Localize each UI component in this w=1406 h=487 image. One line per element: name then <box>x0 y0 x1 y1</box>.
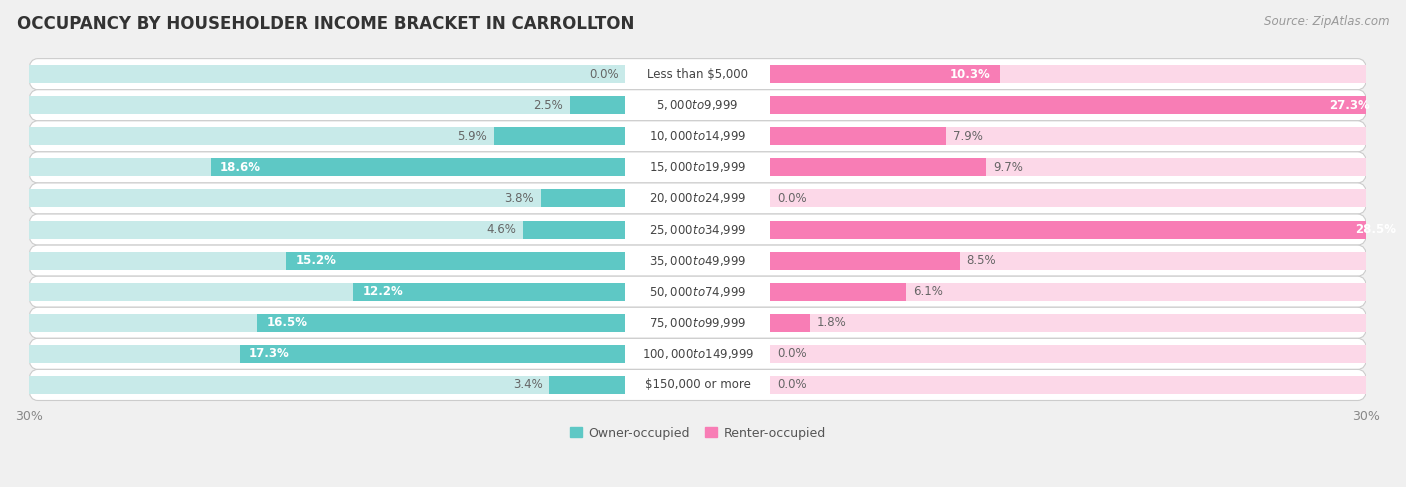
Text: $15,000 to $19,999: $15,000 to $19,999 <box>650 160 747 174</box>
Bar <box>30 376 626 394</box>
Text: 0.0%: 0.0% <box>778 378 807 392</box>
Bar <box>211 158 626 176</box>
Text: 10.3%: 10.3% <box>950 68 991 81</box>
Text: $25,000 to $34,999: $25,000 to $34,999 <box>650 223 747 237</box>
FancyBboxPatch shape <box>30 183 1367 214</box>
Text: 17.3%: 17.3% <box>249 347 290 360</box>
FancyBboxPatch shape <box>30 338 1367 370</box>
Text: $150,000 or more: $150,000 or more <box>645 378 751 392</box>
Text: 16.5%: 16.5% <box>266 316 308 329</box>
Bar <box>770 345 1367 363</box>
Bar <box>770 252 1367 270</box>
Bar <box>494 127 626 145</box>
Text: 0.0%: 0.0% <box>589 68 619 81</box>
Bar <box>770 158 1367 176</box>
Text: 0.0%: 0.0% <box>778 192 807 205</box>
Bar <box>770 221 1367 239</box>
Text: OCCUPANCY BY HOUSEHOLDER INCOME BRACKET IN CARROLLTON: OCCUPANCY BY HOUSEHOLDER INCOME BRACKET … <box>17 15 634 33</box>
Bar <box>287 252 626 270</box>
Bar <box>30 96 626 114</box>
Bar <box>30 314 626 332</box>
Bar <box>30 345 626 363</box>
Bar <box>353 282 626 301</box>
Bar <box>30 282 626 301</box>
Legend: Owner-occupied, Renter-occupied: Owner-occupied, Renter-occupied <box>565 422 831 445</box>
FancyBboxPatch shape <box>30 214 1367 245</box>
Bar <box>30 221 626 239</box>
Bar <box>770 96 1379 114</box>
Text: $20,000 to $24,999: $20,000 to $24,999 <box>650 191 747 206</box>
Text: 5.9%: 5.9% <box>457 130 486 143</box>
Bar <box>239 345 626 363</box>
Text: 3.4%: 3.4% <box>513 378 543 392</box>
Bar <box>770 65 1000 83</box>
Text: $50,000 to $74,999: $50,000 to $74,999 <box>650 285 747 299</box>
Bar <box>523 221 626 239</box>
Bar <box>770 252 960 270</box>
Bar <box>770 221 1406 239</box>
Text: 3.8%: 3.8% <box>505 192 534 205</box>
Bar <box>30 158 626 176</box>
FancyBboxPatch shape <box>30 276 1367 307</box>
Bar <box>257 314 626 332</box>
Text: 27.3%: 27.3% <box>1329 99 1369 112</box>
Text: 0.0%: 0.0% <box>778 347 807 360</box>
FancyBboxPatch shape <box>30 152 1367 183</box>
Bar <box>770 282 905 301</box>
Bar <box>770 127 946 145</box>
FancyBboxPatch shape <box>30 90 1367 121</box>
Bar <box>540 189 626 207</box>
Text: 4.6%: 4.6% <box>486 223 516 236</box>
Bar <box>770 96 1367 114</box>
Bar <box>569 96 626 114</box>
Text: $35,000 to $49,999: $35,000 to $49,999 <box>650 254 747 268</box>
Text: 7.9%: 7.9% <box>953 130 983 143</box>
FancyBboxPatch shape <box>30 245 1367 276</box>
FancyBboxPatch shape <box>30 58 1367 90</box>
Bar <box>550 376 626 394</box>
Bar <box>770 189 1367 207</box>
Bar <box>770 158 987 176</box>
Bar <box>770 314 1367 332</box>
Text: Less than $5,000: Less than $5,000 <box>647 68 748 81</box>
Bar <box>30 127 626 145</box>
Text: 6.1%: 6.1% <box>912 285 942 298</box>
Text: $10,000 to $14,999: $10,000 to $14,999 <box>650 130 747 143</box>
Text: $5,000 to $9,999: $5,000 to $9,999 <box>657 98 740 112</box>
Bar <box>30 189 626 207</box>
Bar <box>30 252 626 270</box>
Bar <box>770 282 1367 301</box>
Bar <box>770 314 810 332</box>
Text: 1.8%: 1.8% <box>817 316 846 329</box>
FancyBboxPatch shape <box>30 121 1367 152</box>
Text: $75,000 to $99,999: $75,000 to $99,999 <box>650 316 747 330</box>
Text: 12.2%: 12.2% <box>363 285 404 298</box>
Text: Source: ZipAtlas.com: Source: ZipAtlas.com <box>1264 15 1389 28</box>
Text: 28.5%: 28.5% <box>1355 223 1396 236</box>
FancyBboxPatch shape <box>30 307 1367 338</box>
Text: $100,000 to $149,999: $100,000 to $149,999 <box>641 347 754 361</box>
Bar <box>770 65 1367 83</box>
Text: 15.2%: 15.2% <box>295 254 336 267</box>
Text: 9.7%: 9.7% <box>993 161 1024 174</box>
Bar <box>770 127 1367 145</box>
Bar <box>770 376 1367 394</box>
Text: 8.5%: 8.5% <box>966 254 995 267</box>
FancyBboxPatch shape <box>30 370 1367 400</box>
Bar <box>30 65 626 83</box>
Text: 2.5%: 2.5% <box>533 99 562 112</box>
Text: 18.6%: 18.6% <box>219 161 260 174</box>
